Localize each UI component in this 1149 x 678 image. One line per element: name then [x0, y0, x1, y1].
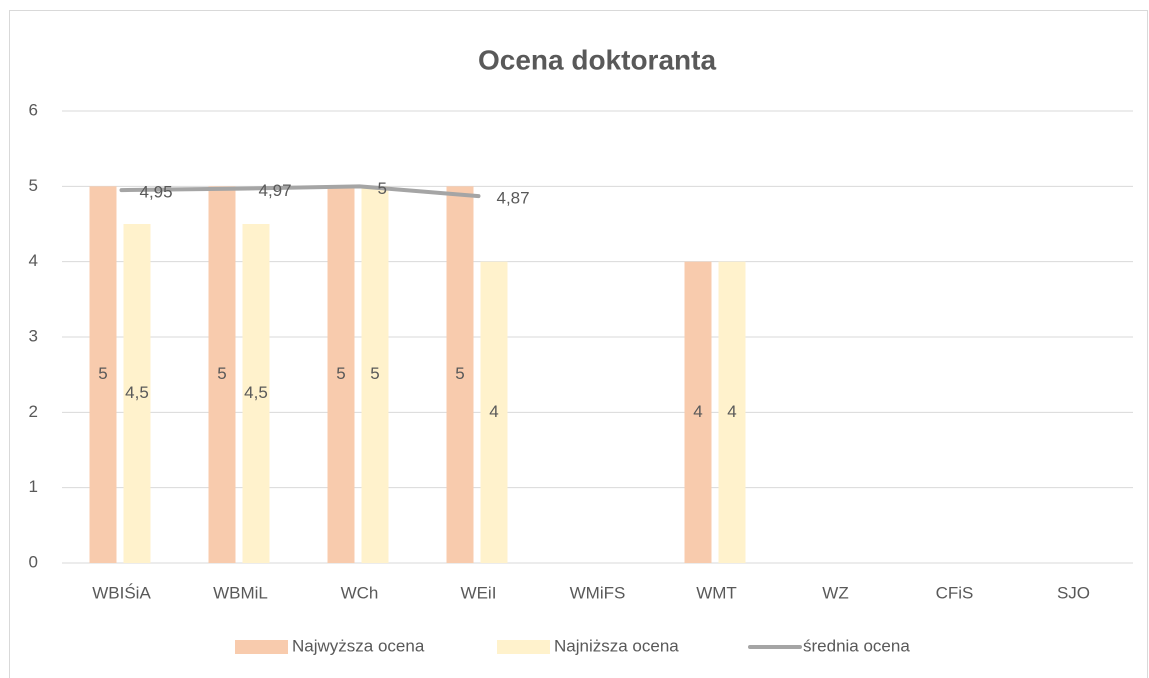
bar: [89, 186, 117, 564]
x-tick-label: WBMiL: [213, 583, 268, 602]
data-label: 5: [455, 364, 464, 383]
bar: [684, 261, 712, 563]
data-label: 4,87: [497, 189, 530, 208]
y-tick-label: 3: [29, 326, 38, 345]
data-label: 4,5: [244, 383, 268, 402]
y-tick-label: 1: [29, 477, 38, 496]
data-label: 5: [336, 364, 345, 383]
x-tick-label: WEiI: [461, 583, 497, 602]
x-tick-label: WBIŚiA: [92, 583, 151, 602]
x-tick-label: CFiS: [936, 583, 974, 602]
y-tick-label: 0: [29, 552, 38, 571]
chart-frame: [9, 10, 1148, 678]
bar: [208, 186, 236, 564]
bar: [242, 224, 270, 563]
legend-swatch: [497, 640, 550, 654]
x-tick-label: WZ: [822, 583, 848, 602]
bar: [480, 261, 508, 563]
y-tick-label: 6: [29, 100, 38, 119]
data-label: 4,95: [140, 183, 173, 202]
x-tick-label: WMiFS: [570, 583, 626, 602]
legend-label: średnia ocena: [803, 636, 910, 655]
line: [119, 184, 481, 199]
bar: [123, 224, 151, 563]
data-label: 5: [378, 179, 387, 198]
x-tick-label: WCh: [341, 583, 379, 602]
bar: [361, 186, 389, 564]
y-tick-label: 2: [29, 402, 38, 421]
data-label: 4: [727, 402, 736, 421]
data-label: 5: [98, 364, 107, 383]
chart-title: Ocena doktoranta: [478, 44, 716, 75]
y-tick-label: 5: [29, 176, 38, 195]
data-label: 4,5: [125, 383, 149, 402]
bar: [718, 261, 746, 563]
y-tick-label: 4: [29, 251, 38, 270]
legend-label: Najwyższa ocena: [292, 636, 425, 655]
legend-label: Najniższa ocena: [554, 636, 679, 655]
bar: [446, 186, 474, 564]
data-label: 4: [489, 402, 498, 421]
legend-swatch: [235, 640, 288, 654]
data-label: 4,97: [259, 181, 292, 200]
bar: [327, 186, 355, 564]
x-tick-label: SJO: [1057, 583, 1090, 602]
x-tick-label: WMT: [696, 583, 737, 602]
data-label: 5: [217, 364, 226, 383]
data-label: 5: [370, 364, 379, 383]
data-label: 4: [693, 402, 702, 421]
